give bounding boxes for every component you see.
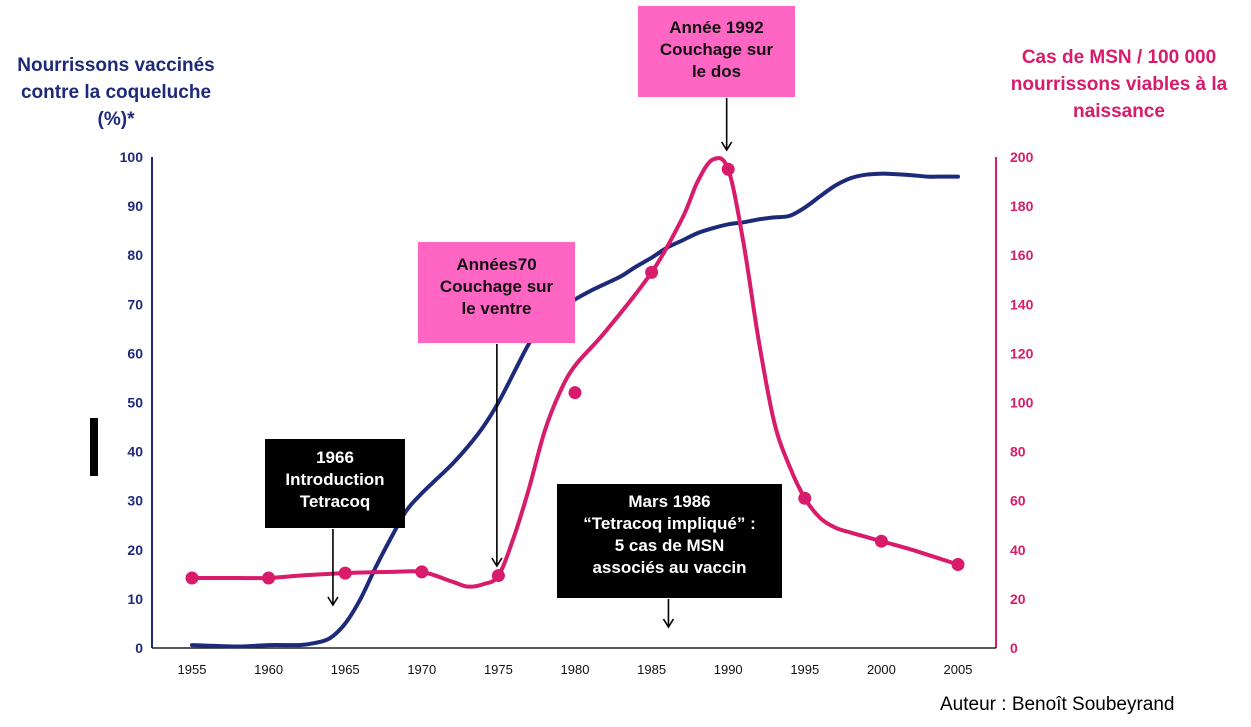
msn-data-point xyxy=(721,162,735,176)
msn-data-point xyxy=(645,265,659,279)
left-tick-label: 40 xyxy=(127,444,143,460)
right-tick-label: 180 xyxy=(1010,198,1034,214)
right-tick-label: 80 xyxy=(1010,444,1026,460)
annotation-line: Années70 xyxy=(456,255,537,274)
right-axis-title-line: naissance xyxy=(1073,101,1165,122)
right-tick-label: 160 xyxy=(1010,247,1034,263)
x-tick-label: 1985 xyxy=(637,662,666,677)
x-tick-label: 1990 xyxy=(714,662,743,677)
left-axis-title-line: (%)* xyxy=(97,109,135,130)
x-tick-label: 1970 xyxy=(407,662,436,677)
right-tick-label: 0 xyxy=(1010,640,1018,656)
annotation-line: associés au vaccin xyxy=(592,558,747,577)
x-tick-label: 2005 xyxy=(944,662,973,677)
x-tick-label: 1960 xyxy=(254,662,283,677)
right-tick-label: 20 xyxy=(1010,591,1026,607)
right-axis-title-line: Cas de MSN / 100 000 xyxy=(1021,47,1217,68)
left-tick-label: 0 xyxy=(135,640,143,656)
x-tick-label: 1955 xyxy=(178,662,207,677)
series-line-msn xyxy=(190,156,960,589)
msn-data-point xyxy=(338,566,352,580)
annotation-line: le ventre xyxy=(461,299,532,318)
annotation-line: Couchage sur xyxy=(439,277,554,296)
left-tick-label: 80 xyxy=(127,247,143,263)
msn-data-point xyxy=(491,569,505,583)
left-tick-label: 30 xyxy=(127,493,143,509)
annotation-tetracoq-1966: 1966 Introduction Tetracoq xyxy=(265,439,405,528)
left-axis-title-line: contre la coqueluche xyxy=(20,82,212,103)
right-axis-title: Cas de MSN / 100 000 nourrissons viables… xyxy=(993,44,1245,125)
left-tick-label: 60 xyxy=(127,345,143,361)
right-tick-label: 200 xyxy=(1010,149,1034,165)
right-tick-label: 100 xyxy=(1010,395,1034,411)
right-tick-label: 120 xyxy=(1010,345,1034,361)
annotation-line: Couchage sur xyxy=(659,40,774,59)
x-tick-label: 1975 xyxy=(484,662,513,677)
author-credit: Auteur : Benoît Soubeyrand xyxy=(940,694,1175,715)
series-line-vaccination xyxy=(190,171,960,649)
annotation-annees-70: Années70 Couchage sur le ventre xyxy=(418,242,575,343)
annotation-line: “Tetracoq impliqué” : xyxy=(583,514,756,533)
left-tick-label: 100 xyxy=(120,149,144,165)
x-axis-ticks: 1955 1960 1965 1970 1975 1980 1985 1990 1995 2000… xyxy=(178,662,973,677)
left-tick-label: 20 xyxy=(127,542,143,558)
annotation-line: 1966 xyxy=(316,448,354,467)
left-axis-title-line: Nourrissons vaccinés xyxy=(17,55,215,76)
annotation-line: Mars 1986 xyxy=(628,492,711,511)
left-tick-label: 90 xyxy=(127,198,143,214)
right-tick-label: 60 xyxy=(1010,493,1026,509)
annotation-line: Année 1992 xyxy=(669,18,764,37)
left-tick-label: 10 xyxy=(127,591,143,607)
right-tick-label: 140 xyxy=(1010,296,1034,312)
right-axis-ticks: 0 20 40 60 80 100 120 140 160 180 200 xyxy=(1010,149,1034,656)
left-axis-ticks: 0 10 20 30 40 50 60 70 80 90 100 xyxy=(120,149,144,656)
series xyxy=(185,156,965,649)
left-axis-title: Nourrissons vaccinés contre la coqueluch… xyxy=(0,52,232,133)
annotation-arrows xyxy=(327,98,733,629)
annotation-line: le dos xyxy=(691,62,742,81)
arrow-head xyxy=(327,596,339,607)
msn-data-point xyxy=(415,565,429,579)
side-marker xyxy=(90,418,98,476)
x-tick-label: 1965 xyxy=(331,662,360,677)
annotation-annee-1992: Année 1992 Couchage sur le dos xyxy=(638,6,795,97)
annotation-mars-1986: Mars 1986 “Tetracoq impliqué” : 5 cas de… xyxy=(557,484,782,598)
right-tick-label: 40 xyxy=(1010,542,1026,558)
annotation-line: Introduction xyxy=(285,470,385,489)
left-tick-label: 70 xyxy=(127,296,143,312)
annotation-line: 5 cas de MSN xyxy=(614,536,725,555)
axes xyxy=(151,157,997,649)
annotation-line: Tetracoq xyxy=(299,492,371,511)
msn-data-point xyxy=(185,571,199,585)
arrow-head xyxy=(491,557,503,568)
msn-data-point xyxy=(262,571,276,585)
msn-data-point xyxy=(874,534,888,548)
arrow-head xyxy=(720,141,733,152)
arrow-head xyxy=(662,618,675,629)
left-tick-label: 50 xyxy=(127,395,143,411)
right-axis-title-line: nourrissons viables à la xyxy=(1010,74,1228,95)
msn-data-point xyxy=(951,558,965,572)
x-tick-label: 1980 xyxy=(561,662,590,677)
msn-data-point xyxy=(568,386,582,400)
msn-data-point xyxy=(798,491,812,505)
x-tick-label: 2000 xyxy=(867,662,896,677)
x-tick-label: 1995 xyxy=(790,662,819,677)
